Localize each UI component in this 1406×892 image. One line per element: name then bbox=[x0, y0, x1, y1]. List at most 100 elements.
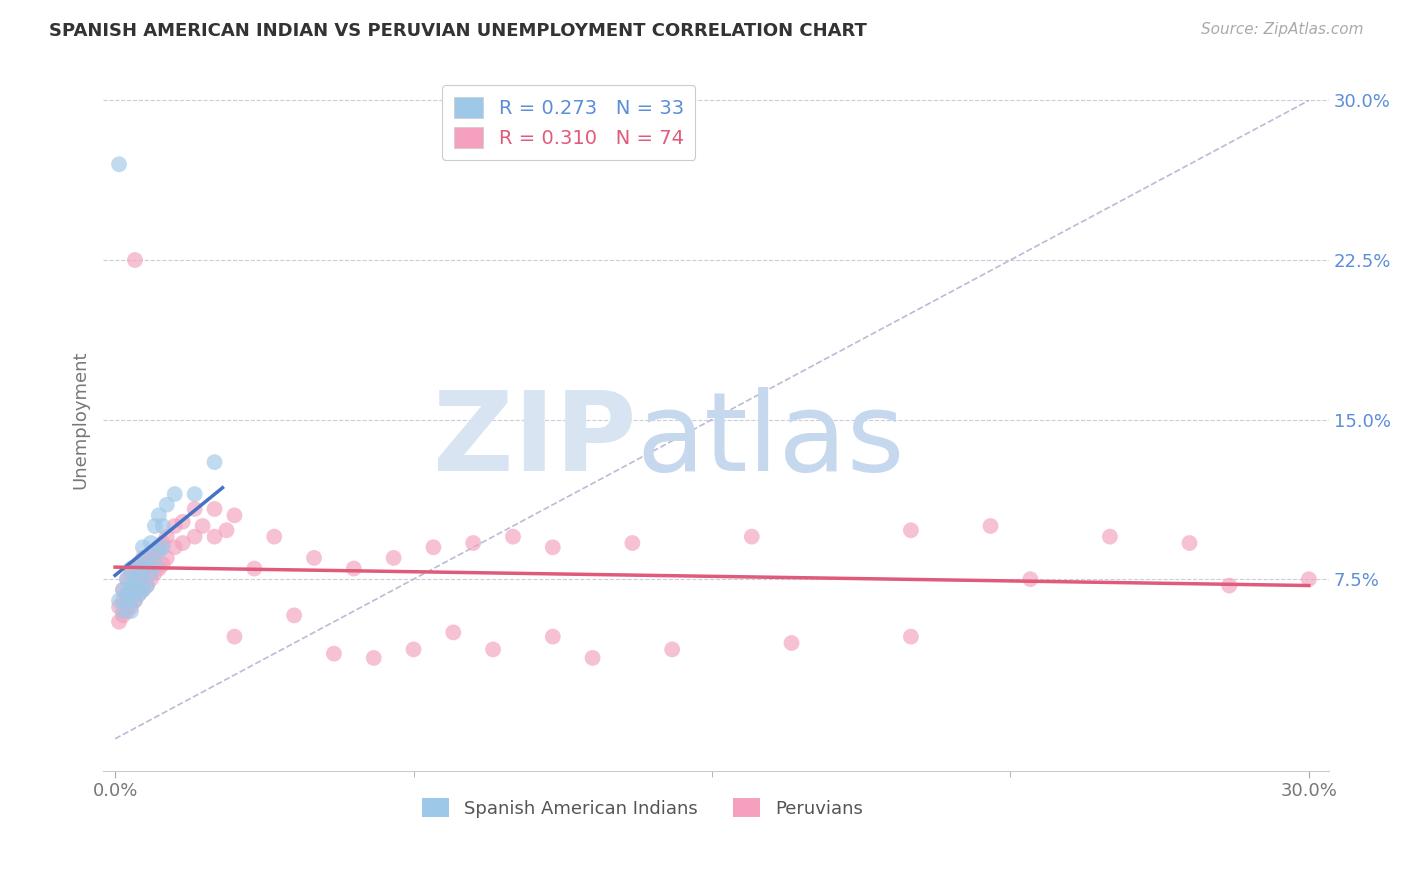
Text: Source: ZipAtlas.com: Source: ZipAtlas.com bbox=[1201, 22, 1364, 37]
Point bbox=[1218, 578, 1240, 592]
Point bbox=[283, 608, 305, 623]
Point bbox=[108, 599, 131, 614]
Y-axis label: Unemployment: Unemployment bbox=[72, 351, 89, 489]
Point bbox=[204, 502, 226, 516]
Point bbox=[128, 572, 150, 586]
Point bbox=[263, 530, 285, 544]
Point bbox=[112, 608, 135, 623]
Point bbox=[128, 572, 150, 586]
Point bbox=[780, 636, 803, 650]
Point bbox=[143, 544, 166, 558]
Point bbox=[502, 530, 524, 544]
Point bbox=[163, 541, 186, 555]
Point bbox=[402, 642, 425, 657]
Point bbox=[135, 558, 157, 572]
Point bbox=[135, 578, 157, 592]
Point bbox=[112, 604, 135, 618]
Point bbox=[382, 550, 405, 565]
Point bbox=[156, 498, 179, 512]
Point bbox=[120, 566, 142, 580]
Point bbox=[661, 642, 683, 657]
Point bbox=[422, 541, 444, 555]
Point bbox=[128, 587, 150, 601]
Point bbox=[115, 572, 138, 586]
Point bbox=[302, 550, 325, 565]
Point bbox=[120, 561, 142, 575]
Point bbox=[120, 599, 142, 614]
Point bbox=[204, 455, 226, 469]
Point bbox=[900, 523, 922, 537]
Point bbox=[115, 587, 138, 601]
Point bbox=[148, 544, 170, 558]
Point bbox=[581, 651, 603, 665]
Point bbox=[132, 550, 155, 565]
Point bbox=[621, 536, 644, 550]
Point bbox=[135, 550, 157, 565]
Point bbox=[143, 566, 166, 580]
Point bbox=[343, 561, 366, 575]
Point bbox=[128, 587, 150, 601]
Point bbox=[112, 593, 135, 607]
Point bbox=[120, 578, 142, 592]
Point bbox=[115, 572, 138, 586]
Point bbox=[183, 530, 205, 544]
Point bbox=[979, 519, 1001, 533]
Point bbox=[1298, 572, 1320, 586]
Point bbox=[124, 253, 146, 268]
Point bbox=[152, 558, 174, 572]
Point bbox=[152, 541, 174, 555]
Point bbox=[148, 508, 170, 523]
Point bbox=[191, 519, 214, 533]
Point bbox=[124, 582, 146, 597]
Point bbox=[132, 582, 155, 597]
Point bbox=[156, 550, 179, 565]
Point bbox=[215, 523, 238, 537]
Point bbox=[120, 604, 142, 618]
Point bbox=[183, 502, 205, 516]
Point bbox=[152, 536, 174, 550]
Point bbox=[172, 536, 194, 550]
Legend: Spanish American Indians, Peruvians: Spanish American Indians, Peruvians bbox=[415, 790, 870, 825]
Point bbox=[148, 541, 170, 555]
Point bbox=[139, 572, 162, 586]
Point bbox=[132, 541, 155, 555]
Point bbox=[1098, 530, 1121, 544]
Point bbox=[135, 578, 157, 592]
Point bbox=[363, 651, 385, 665]
Point bbox=[124, 561, 146, 575]
Point bbox=[132, 566, 155, 580]
Point bbox=[139, 566, 162, 580]
Point bbox=[463, 536, 485, 550]
Point bbox=[108, 157, 131, 171]
Point bbox=[148, 561, 170, 575]
Text: atlas: atlas bbox=[637, 387, 905, 494]
Point bbox=[441, 625, 464, 640]
Point bbox=[741, 530, 763, 544]
Point bbox=[128, 558, 150, 572]
Text: SPANISH AMERICAN INDIAN VS PERUVIAN UNEMPLOYMENT CORRELATION CHART: SPANISH AMERICAN INDIAN VS PERUVIAN UNEM… bbox=[49, 22, 868, 40]
Text: ZIP: ZIP bbox=[433, 387, 637, 494]
Point bbox=[115, 593, 138, 607]
Point bbox=[120, 582, 142, 597]
Point bbox=[224, 630, 246, 644]
Point bbox=[132, 582, 155, 597]
Point bbox=[132, 561, 155, 575]
Point bbox=[183, 487, 205, 501]
Point bbox=[1178, 536, 1201, 550]
Point bbox=[1019, 572, 1042, 586]
Point bbox=[243, 561, 266, 575]
Point bbox=[108, 593, 131, 607]
Point bbox=[156, 530, 179, 544]
Point bbox=[124, 593, 146, 607]
Point bbox=[139, 536, 162, 550]
Point bbox=[124, 578, 146, 592]
Point bbox=[115, 604, 138, 618]
Point bbox=[112, 582, 135, 597]
Point bbox=[112, 582, 135, 597]
Point bbox=[163, 519, 186, 533]
Point bbox=[143, 519, 166, 533]
Point bbox=[541, 541, 564, 555]
Point bbox=[204, 530, 226, 544]
Point bbox=[124, 593, 146, 607]
Point bbox=[224, 508, 246, 523]
